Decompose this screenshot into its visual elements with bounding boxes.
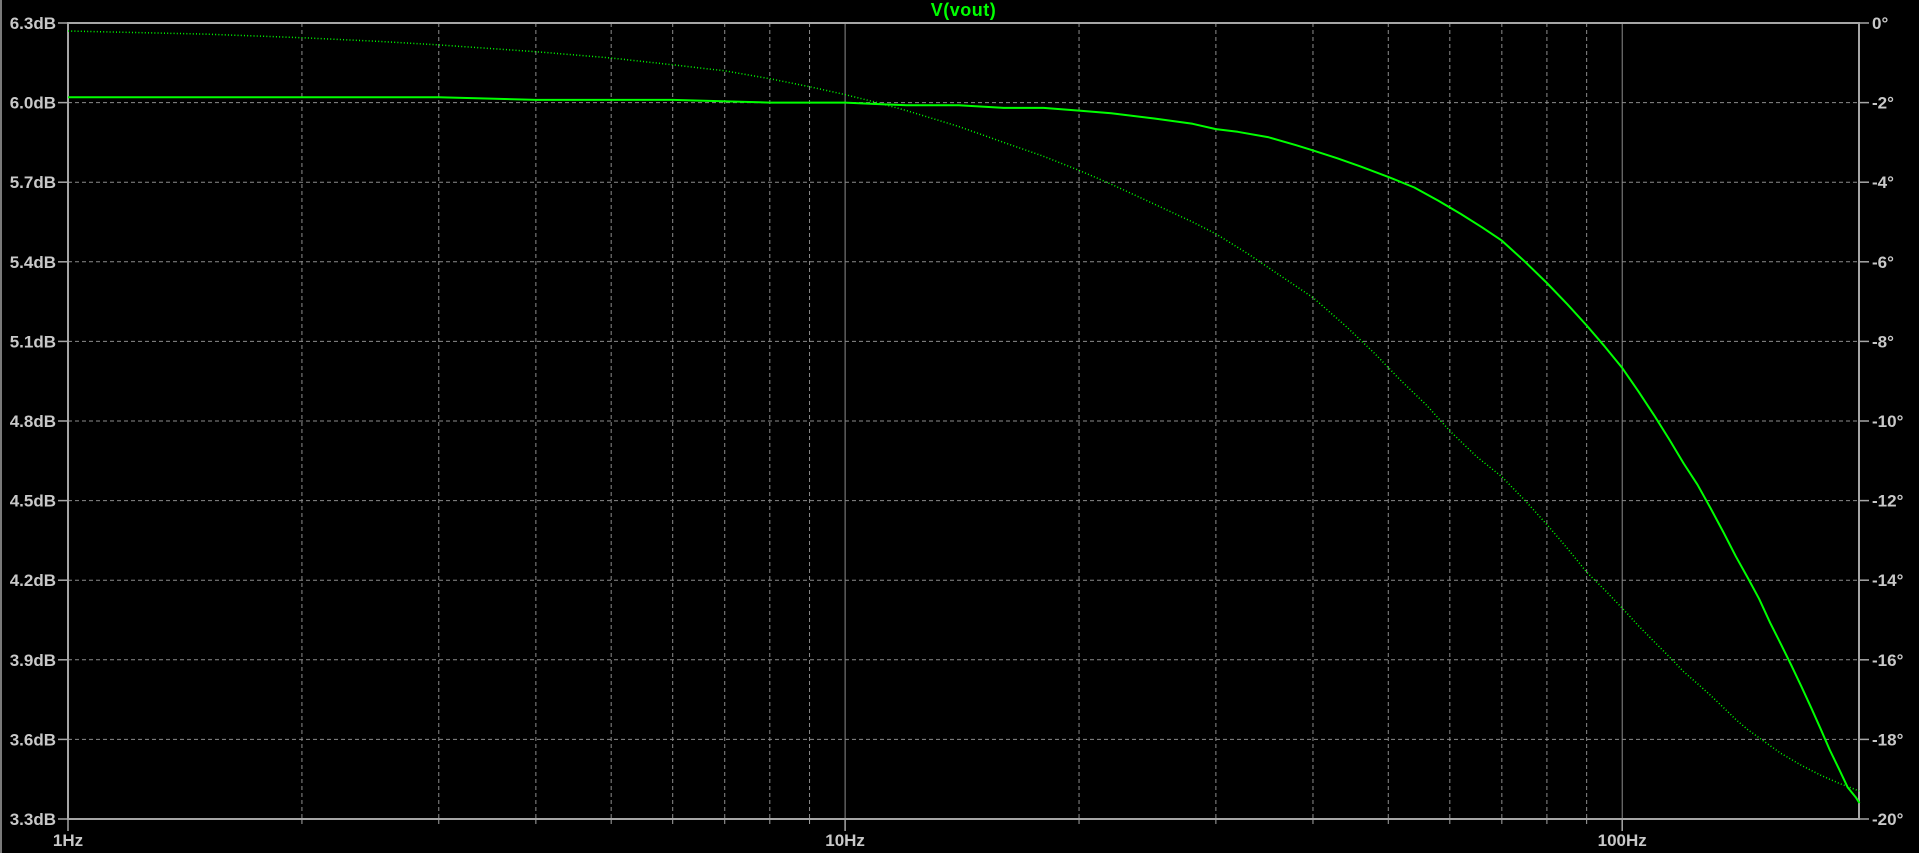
y-right-tick-label: -12° <box>1872 492 1904 511</box>
y-left-tick-label: 5.4dB <box>10 253 56 272</box>
y-left-tick-label: 6.0dB <box>10 94 56 113</box>
y-left-tick-label: 4.8dB <box>10 412 56 431</box>
window-edge-line <box>0 0 2 853</box>
x-tick-label: 100Hz <box>1598 831 1647 850</box>
y-right-tick-label: -10° <box>1872 412 1904 431</box>
y-right-tick-label: -18° <box>1872 730 1904 749</box>
y-right-tick-label: 0° <box>1872 14 1888 33</box>
y-left-tick-label: 4.5dB <box>10 492 56 511</box>
plot-title[interactable]: V(vout) <box>930 0 997 20</box>
y-right-tick-label: -8° <box>1872 332 1894 351</box>
y-left-tick-label: 3.6dB <box>10 730 56 749</box>
y-right-tick-label: -16° <box>1872 651 1904 670</box>
magnitude-trace[interactable] <box>68 96 1861 804</box>
y-left-tick-label: 5.7dB <box>10 173 56 192</box>
y-left-tick-label: 5.1dB <box>10 332 56 351</box>
y-right-tick-label: -20° <box>1872 810 1904 829</box>
y-right-tick-label: -6° <box>1872 253 1894 272</box>
phase-trace[interactable] <box>67 30 1860 792</box>
y-right-tick-label: -2° <box>1872 94 1894 113</box>
y-left-tick-label: 3.3dB <box>10 810 56 829</box>
y-left-tick-label: 6.3dB <box>10 14 56 33</box>
x-tick-label: 10Hz <box>825 831 865 850</box>
y-right-tick-label: -4° <box>1872 173 1894 192</box>
y-left-tick-label: 4.2dB <box>10 571 56 590</box>
y-left-tick-label: 3.9dB <box>10 651 56 670</box>
y-right-tick-label: -14° <box>1872 571 1904 590</box>
x-tick-label: 1Hz <box>53 831 83 850</box>
